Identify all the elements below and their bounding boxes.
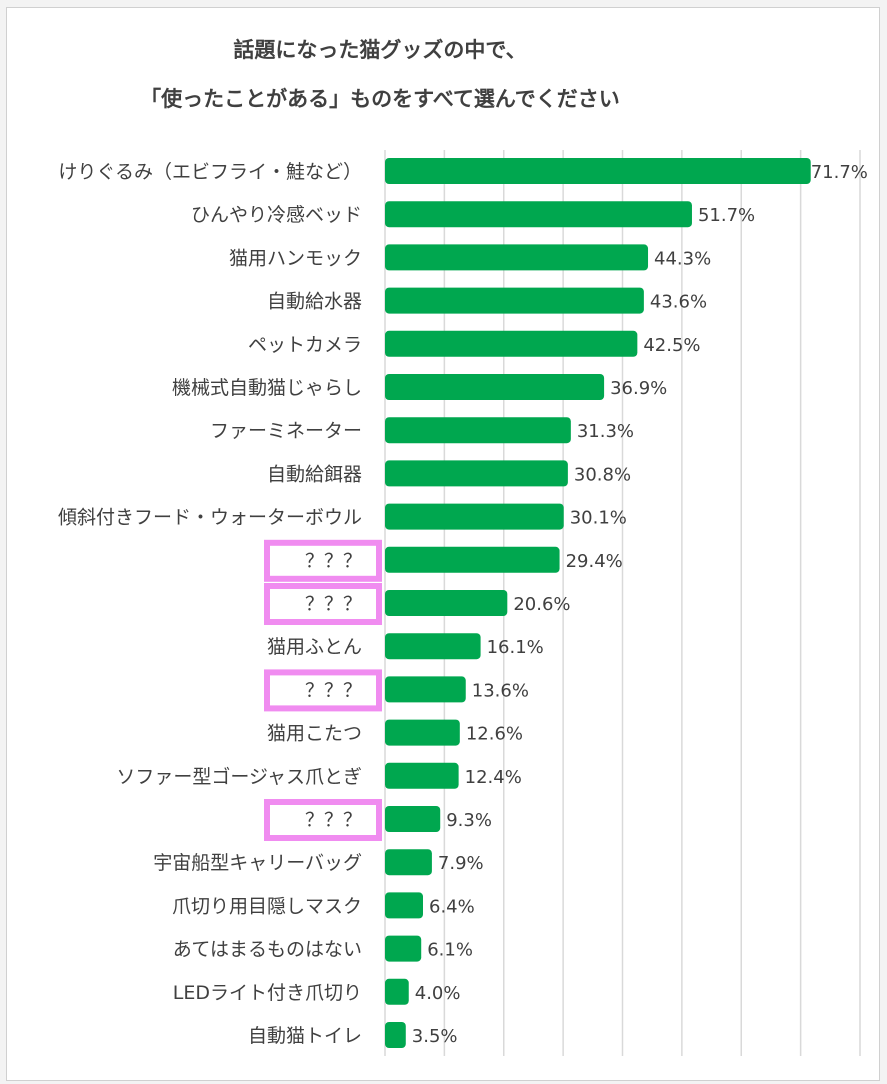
category-label: けりぐるみ（エビフライ・鮭など）	[58, 161, 362, 183]
highlight-box	[264, 799, 382, 841]
bar	[385, 633, 481, 660]
bar	[385, 287, 644, 314]
chart-title-line-1: 話題になった猫グッズの中で、	[233, 38, 527, 62]
data-label: 6.4%	[429, 896, 475, 917]
bar	[385, 676, 466, 703]
bar	[385, 978, 409, 1005]
category-label: 機械式自動猫じゃらし	[172, 377, 362, 399]
category-label: ペットカメラ	[248, 334, 362, 356]
data-label: 9.3%	[446, 810, 492, 831]
category-label: 自動給水器	[267, 291, 362, 313]
data-label: 51.7%	[698, 205, 755, 226]
data-label: 42.5%	[643, 335, 700, 356]
bar	[385, 244, 649, 271]
data-label: 4.0%	[415, 983, 461, 1004]
category-label: 宇宙船型キャリーバッグ	[153, 852, 362, 874]
category-label: ファーミネーター	[210, 420, 362, 442]
data-label: 20.6%	[513, 594, 570, 615]
chart-title-line-2: 「使ったことがある」ものをすべて選んでください	[140, 87, 620, 111]
bar	[385, 460, 568, 487]
category-label: ？？？	[305, 679, 362, 701]
bar	[385, 201, 692, 228]
data-label: 29.4%	[566, 551, 623, 572]
bar	[385, 590, 508, 616]
category-label: あてはまるものはない	[173, 939, 362, 961]
data-label: 3.5%	[412, 1026, 458, 1047]
bar	[385, 417, 571, 444]
data-label: 13.6%	[472, 680, 529, 701]
category-label: 猫用こたつ	[267, 723, 362, 745]
data-label: 31.3%	[577, 421, 634, 442]
category-label: ひんやり冷感ベッド	[191, 204, 362, 226]
bar	[385, 158, 811, 184]
data-label: 71.7%	[811, 162, 868, 183]
data-label: 16.1%	[487, 637, 544, 658]
bar	[385, 849, 432, 876]
highlight-box	[264, 583, 382, 625]
highlight-box	[264, 539, 382, 582]
bar	[385, 892, 423, 919]
category-label: ソファー型ゴージャス爪とぎ	[116, 766, 362, 788]
data-label: 7.9%	[438, 853, 484, 874]
bar	[385, 1022, 406, 1048]
data-label: 44.3%	[654, 248, 711, 269]
bar	[385, 719, 460, 746]
category-label: 爪切り用目隠しマスク	[172, 895, 362, 917]
data-label: 30.1%	[570, 508, 627, 529]
bar	[385, 546, 560, 573]
category-label: ？？？	[305, 550, 362, 572]
highlight-box	[264, 669, 382, 712]
data-label: 6.1%	[427, 940, 473, 961]
category-label: ？？？	[305, 593, 362, 615]
bar	[385, 935, 422, 962]
bar	[385, 503, 564, 530]
category-label: 自動給餌器	[267, 463, 362, 485]
category-label: 猫用ハンモック	[229, 247, 362, 269]
category-label: 猫用ふとん	[267, 636, 362, 658]
data-label: 12.6%	[466, 724, 523, 745]
category-label: ？？？	[305, 809, 362, 831]
category-label: LEDライト付き爪切り	[173, 982, 362, 1004]
bar	[385, 374, 605, 400]
data-label: 30.8%	[574, 464, 631, 485]
category-label: 自動猫トイレ	[248, 1025, 362, 1047]
data-label: 12.4%	[465, 767, 522, 788]
chart-area	[6, 7, 880, 1081]
bar	[385, 806, 441, 832]
data-label: 36.9%	[610, 378, 667, 399]
data-label: 43.6%	[650, 292, 707, 313]
category-label: 傾斜付きフード・ウォーターボウル	[58, 507, 362, 529]
bar	[385, 330, 638, 357]
bar	[385, 762, 459, 789]
